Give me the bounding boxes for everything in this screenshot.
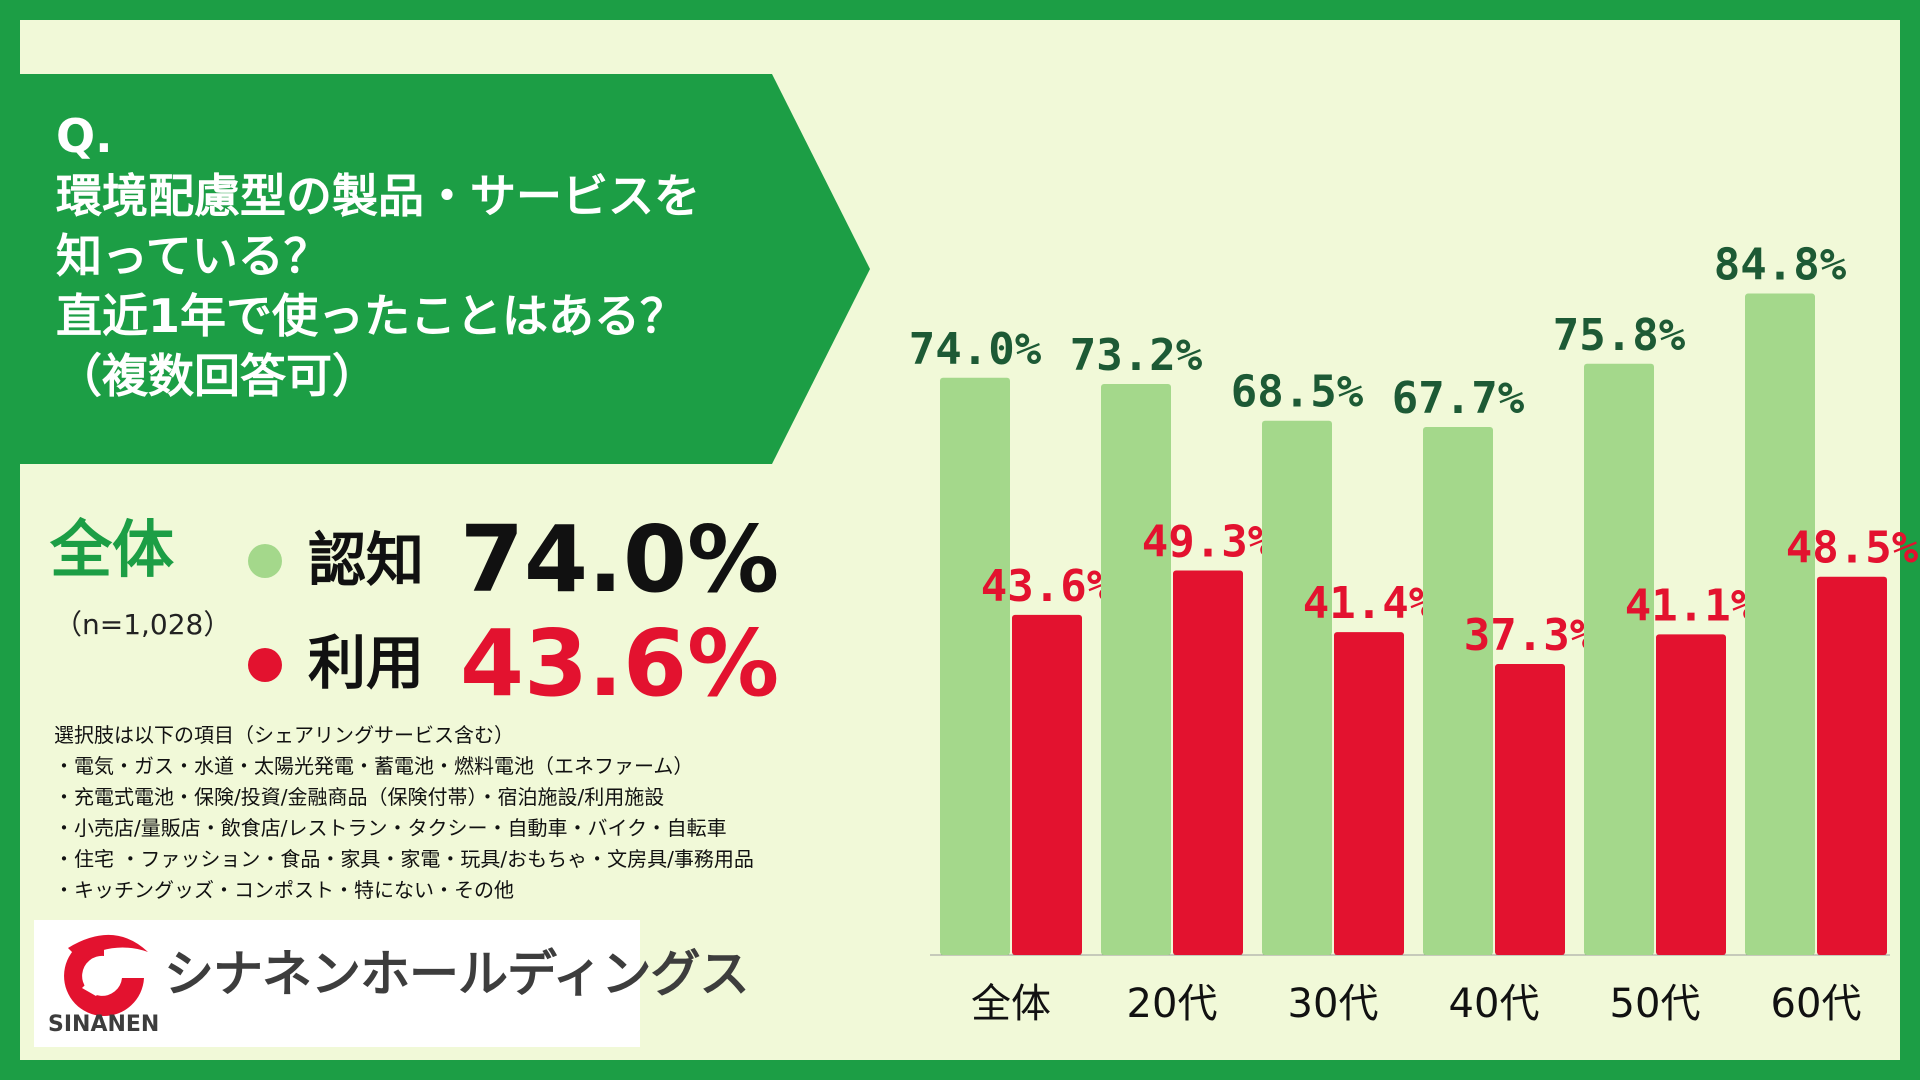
question-line: （複数回答可） <box>56 349 378 403</box>
usage-label: 利用 <box>308 629 425 697</box>
options-line: ・小売店/量販店・飲食店/レストラン・タクシー・自動車・バイク・自転車 <box>54 816 727 840</box>
usage-bar <box>1012 614 1082 955</box>
usage-data-label: 37.3% <box>1464 610 1597 661</box>
usage-bar <box>1495 664 1565 955</box>
category-tick-label: 全体 <box>971 981 1051 1027</box>
awareness-dot-icon <box>248 544 282 578</box>
options-line: ・キッチングッズ・コンポスト・特にない・その他 <box>54 878 514 902</box>
awareness-data-label: 75.8% <box>1553 310 1686 361</box>
awareness-value: 74.0% <box>460 506 780 613</box>
question-line: 知っている？ <box>56 229 330 283</box>
question-banner: Q. 環境配慮型の製品・サービスを 知っている？ 直近1年で使ったことはある？ … <box>20 74 870 464</box>
category-tick-label: 30代 <box>1288 981 1379 1027</box>
summary-label: 全体 <box>50 513 175 586</box>
options-line: 選択肢は以下の項目（シェアリングサービス含む） <box>54 723 514 747</box>
category-tick-label: 20代 <box>1127 981 1218 1027</box>
logo-sub: SINANEN <box>48 1012 160 1037</box>
usage-data-label: 49.3% <box>1142 516 1275 567</box>
awareness-data-label: 84.8% <box>1714 240 1847 291</box>
awareness-bar <box>1101 384 1171 955</box>
frame: Q. 環境配慮型の製品・サービスを 知っている？ 直近1年で使ったことはある？ … <box>20 20 1919 1060</box>
awareness-data-label: 67.7% <box>1392 373 1525 424</box>
awareness-bar <box>1584 363 1654 955</box>
logo-name: シナネンホールディングス <box>164 945 749 1003</box>
options-line: ・電気・ガス・水道・太陽光発電・蓄電池・燃料電池（エネファーム） <box>54 754 694 778</box>
usage-bar <box>1334 632 1404 955</box>
usage-data-label: 41.4% <box>1303 578 1436 629</box>
options-line: ・住宅 ・ファッション・食品・家具・家電・玩具/おもちゃ・文房具/事務用品 <box>54 847 754 871</box>
awareness-data-label: 74.0% <box>909 324 1042 375</box>
sinanen-mark-icon <box>64 934 148 1016</box>
bar-chart: 74.0% 43.6% 全体 73.2% 49.3% 20代 68.5% 41.4% 30代 67… <box>909 240 1919 1027</box>
usage-data-label: 43.6% <box>981 561 1114 612</box>
awareness-bar <box>1262 420 1332 955</box>
options-line: ・充電式電池・保険/投資/金融商品（保険付帯）・宿泊施設/利用施設 <box>54 785 665 809</box>
usage-data-label: 48.5% <box>1786 523 1919 574</box>
sample-size: （n=1,028） <box>54 608 232 641</box>
question-line: Q. <box>56 109 113 163</box>
company-logo: シナネンホールディングス SINANEN <box>34 920 749 1047</box>
awareness-data-label: 68.5% <box>1231 367 1364 418</box>
category-tick-label: 40代 <box>1449 981 1540 1027</box>
question-text: Q. 環境配慮型の製品・サービスを 知っている？ 直近1年で使ったことはある？ … <box>56 106 826 406</box>
category-tick-label: 50代 <box>1610 981 1701 1027</box>
usage-data-label: 41.1% <box>1625 580 1758 631</box>
question-line: 環境配慮型の製品・サービスを <box>56 169 700 223</box>
usage-dot-icon <box>248 648 282 682</box>
question-line: 直近1年で使ったことはある？ <box>56 289 687 343</box>
awareness-label: 認知 <box>308 526 425 594</box>
options-note: 選択肢は以下の項目（シェアリングサービス含む） ・電気・ガス・水道・太陽光発電・… <box>54 720 874 906</box>
category-tick-label: 60代 <box>1771 981 1862 1027</box>
awareness-bar <box>1745 293 1815 955</box>
usage-bar <box>1817 576 1887 955</box>
awareness-bar <box>1423 426 1493 955</box>
usage-value: 43.6% <box>460 610 780 717</box>
usage-bar <box>1656 634 1726 955</box>
awareness-bar <box>940 377 1010 955</box>
usage-bar <box>1173 570 1243 955</box>
awareness-data-label: 73.2% <box>1070 330 1203 381</box>
